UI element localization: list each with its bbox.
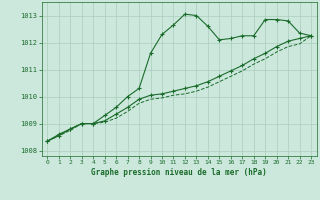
X-axis label: Graphe pression niveau de la mer (hPa): Graphe pression niveau de la mer (hPa) — [91, 168, 267, 177]
